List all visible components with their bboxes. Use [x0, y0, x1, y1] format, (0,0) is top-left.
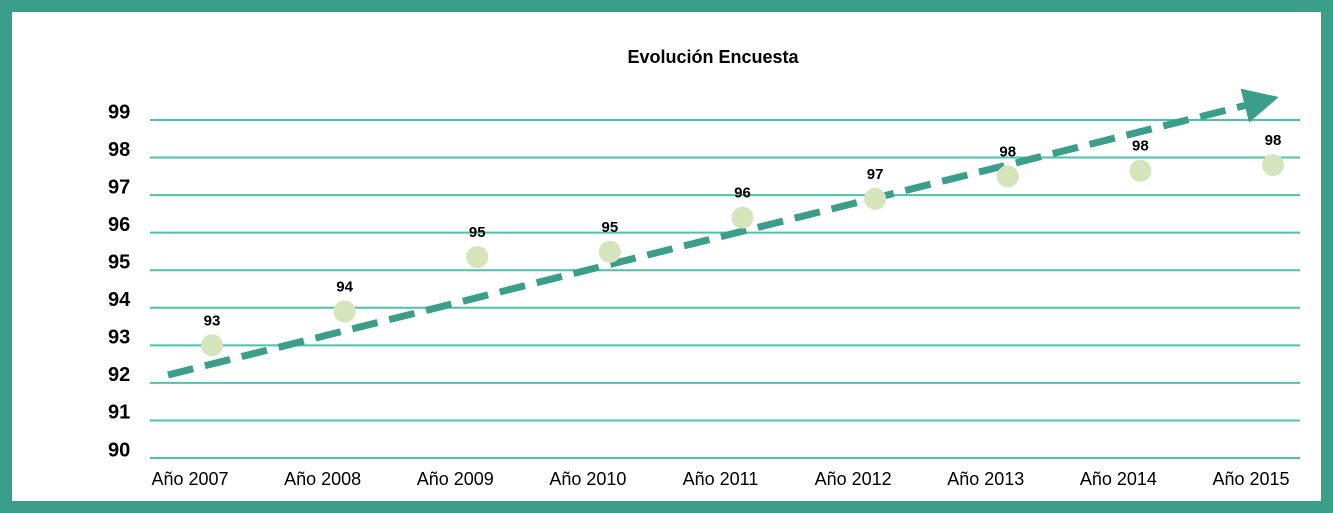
value-label: 95: [469, 224, 486, 241]
trend-arrow: [167, 88, 1279, 379]
x-tick-label: Año 2008: [284, 469, 361, 489]
grid: [150, 119, 1300, 459]
x-tick-label: Año 2010: [549, 469, 626, 489]
value-label: 98: [999, 143, 1016, 160]
x-tick-label: Año 2014: [1080, 469, 1157, 489]
point: [864, 187, 887, 210]
value-label: 95: [602, 219, 619, 236]
value-label: 97: [867, 166, 884, 183]
point: [1262, 154, 1284, 177]
value-label: 93: [204, 312, 221, 329]
point: [201, 334, 223, 357]
y-tick-label: 94: [108, 289, 131, 311]
value-label: 98: [1265, 132, 1282, 149]
x-tick-label: Año 2007: [151, 469, 228, 489]
x-tick-label: Año 2012: [815, 469, 892, 489]
y-tick-label: 99: [108, 101, 130, 123]
point: [333, 300, 356, 323]
value-label: 98: [1132, 138, 1149, 155]
chart-title: Evolución Encuesta: [627, 47, 799, 67]
x-tick-label: Año 2013: [947, 469, 1024, 489]
y-tick-label: 95: [108, 252, 130, 274]
value-label: 94: [336, 279, 353, 296]
y-tick-label: 90: [108, 439, 130, 461]
y-tick-label: 92: [108, 364, 130, 386]
y-tick-label: 93: [108, 327, 130, 349]
y-tick-label: 97: [108, 176, 130, 198]
value-label: 96: [734, 185, 751, 202]
point: [466, 246, 489, 269]
x-tick-label: Año 2009: [417, 469, 494, 489]
y-tick-label: 96: [108, 214, 130, 236]
point: [731, 206, 754, 229]
x-tick-label: Año 2011: [683, 469, 759, 489]
point: [996, 165, 1019, 188]
x-tick-label: Año 2015: [1212, 469, 1289, 489]
point: [598, 240, 621, 263]
y-tick-label: 98: [108, 139, 130, 161]
point: [1129, 159, 1152, 182]
y-tick-label: 91: [108, 402, 130, 424]
